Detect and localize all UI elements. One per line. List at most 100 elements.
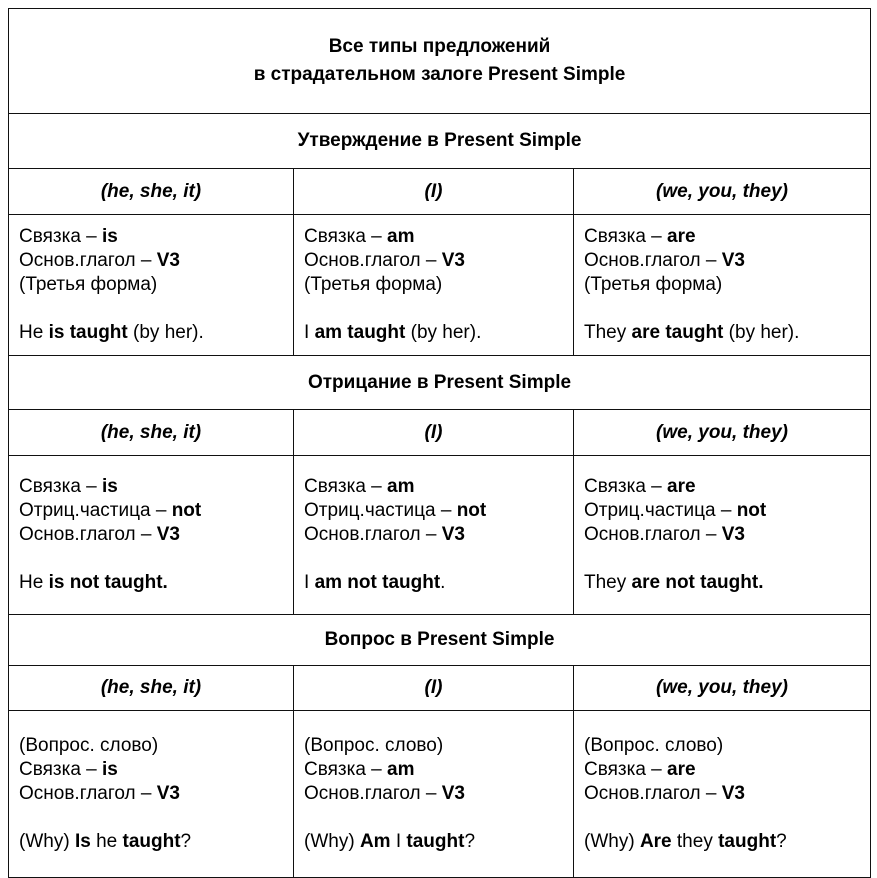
rule-line: Основ.глагол – V3	[584, 782, 860, 806]
bold-text: V3	[721, 524, 745, 545]
rule-cell: Связка – is Основ.глагол – V3 (Третья форм…	[8, 214, 294, 356]
bold-text: V3	[156, 783, 180, 804]
rule-line	[584, 806, 860, 830]
text: (Вопрос. слово)	[19, 735, 159, 756]
rule-line: They are not taught.	[584, 571, 860, 595]
rule-line: (Вопрос. слово)	[304, 734, 563, 758]
text: Основ.глагол –	[304, 783, 442, 804]
rule-line: Отриц.частица – not	[304, 499, 563, 523]
rule-line: Основ.глагол – V3	[584, 249, 860, 273]
text: Основ.глагол –	[584, 783, 722, 804]
rule-cell: Связка – am Основ.глагол – V3 (Третья форм…	[293, 214, 574, 356]
pronoun-header: (we, you, they)	[572, 665, 872, 711]
rule-line: Связка – are	[584, 758, 860, 782]
bold-text: not	[736, 500, 767, 521]
rule-line: Основ.глагол – V3	[584, 523, 860, 547]
text: Связка –	[304, 476, 388, 497]
rule-line	[304, 297, 563, 321]
text: Основ.глагол –	[304, 250, 442, 271]
pronoun-header: (he, she, it)	[8, 409, 294, 456]
rule-line	[584, 297, 860, 321]
bold-text: Am	[359, 831, 391, 852]
bold-text: are not taught.	[631, 572, 764, 593]
text: He	[19, 322, 49, 343]
text: (Третья форма)	[304, 274, 443, 295]
text: Связка –	[584, 476, 668, 497]
text: (Why)	[19, 831, 75, 852]
rule-line: Основ.глагол – V3	[19, 249, 283, 273]
text: Связка –	[19, 476, 103, 497]
rule-cell: (Вопрос. слово) Связка – are Основ.глагол …	[572, 710, 872, 878]
rule-line	[19, 547, 283, 571]
text: Основ.глагол –	[304, 524, 442, 545]
bold-text: V3	[156, 250, 180, 271]
bold-text: is	[102, 476, 118, 497]
rule-line: Основ.глагол – V3	[304, 249, 563, 273]
rule-line: (Третья форма)	[19, 273, 283, 297]
text: I	[304, 322, 315, 343]
text: Связка –	[19, 226, 103, 247]
rule-line: Связка – am	[304, 225, 563, 249]
bold-text: am	[387, 759, 415, 780]
text: Связка –	[584, 226, 668, 247]
bold-text: are taught	[631, 322, 724, 343]
rule-line	[584, 547, 860, 571]
rule-line: (Вопрос. слово)	[19, 734, 283, 758]
rule-line: (Третья форма)	[584, 273, 860, 297]
rule-line: (Вопрос. слово)	[584, 734, 860, 758]
bold-text: is	[102, 226, 118, 247]
bold-text: am taught	[314, 322, 406, 343]
rule-line: Связка – is	[19, 475, 283, 499]
text: ?	[464, 831, 476, 852]
bold-text: V3	[721, 783, 745, 804]
text: Основ.глагол –	[19, 783, 157, 804]
rule-line: Связка – am	[304, 475, 563, 499]
rule-line: I am not taught.	[304, 571, 563, 595]
text: (Третья форма)	[584, 274, 723, 295]
text: (by her).	[723, 322, 800, 343]
rule-line: He is not taught.	[19, 571, 283, 595]
pronoun-header: (we, you, they)	[572, 168, 872, 215]
title-line-2: в страдательном залоге Present Simple	[253, 64, 626, 85]
text: (Why)	[584, 831, 640, 852]
section-header: Вопрос в Present Simple	[7, 614, 872, 666]
bold-text: is	[102, 759, 118, 780]
rule-cell: (Вопрос. слово) Связка – is Основ.глагол –…	[8, 710, 294, 878]
rule-cell: (Вопрос. слово) Связка – am Основ.глагол –…	[293, 710, 574, 878]
text: ?	[776, 831, 787, 852]
text: Основ.глагол –	[584, 524, 722, 545]
text: Отриц.частица –	[304, 500, 457, 521]
pronoun-header: (he, she, it)	[8, 168, 294, 215]
bold-text: taught	[406, 831, 465, 852]
pronoun-header: (I)	[293, 665, 574, 711]
bold-text: V3	[441, 524, 465, 545]
rule-line	[19, 297, 283, 321]
bold-text: taught	[122, 831, 181, 852]
text: Связка –	[584, 759, 668, 780]
text: Основ.глагол –	[19, 524, 157, 545]
rule-line: They are taught (by her).	[584, 321, 860, 345]
rule-line: Основ.глагол – V3	[304, 523, 563, 547]
pronoun-header: (we, you, they)	[572, 409, 872, 456]
text: (by her).	[127, 322, 204, 343]
bold-text: are	[667, 226, 696, 247]
text: They	[584, 322, 632, 343]
rule-cell: Связка – are Отриц.частица – not Основ.гла…	[572, 455, 872, 615]
section-header: Утверждение в Present Simple	[7, 113, 872, 169]
text: Отриц.частица –	[584, 500, 737, 521]
rule-line	[304, 547, 563, 571]
text: They	[584, 572, 632, 593]
text: (Вопрос. слово)	[304, 735, 444, 756]
rule-line: Связка – are	[584, 475, 860, 499]
text: He	[19, 572, 49, 593]
pronoun-header: (he, she, it)	[8, 665, 294, 711]
pronoun-header: (I)	[293, 168, 574, 215]
bold-text: not	[456, 500, 487, 521]
bold-text: V3	[441, 783, 465, 804]
text: I	[390, 831, 407, 852]
bold-text: is taught	[48, 322, 128, 343]
rule-cell: Связка – are Основ.глагол – V3 (Третья фор…	[572, 214, 872, 356]
pronoun-header: (I)	[293, 409, 574, 456]
bold-text: V3	[156, 524, 180, 545]
text: ?	[180, 831, 192, 852]
